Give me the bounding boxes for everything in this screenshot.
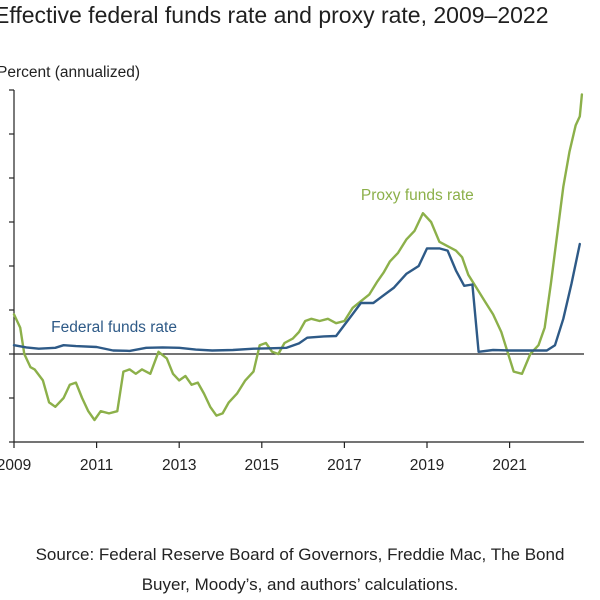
x-tick-label: 2011 — [80, 457, 113, 474]
series-labels: Federal funds rate Proxy funds rate — [51, 187, 474, 336]
x-tick-label: 2021 — [492, 457, 526, 474]
x-tick-label: 2009 — [0, 457, 31, 474]
series-line-proxy-funds-rate — [12, 93, 584, 422]
y-axis-label: Percent (annualized) — [0, 64, 141, 81]
axes: 2009 2011 2013 2015 2017 2019 2021 — [0, 89, 584, 474]
chart-title: Effective federal funds rate and proxy r… — [0, 2, 549, 28]
x-tick-label: 2015 — [245, 457, 279, 474]
x-tick-label: 2017 — [327, 457, 361, 474]
x-tick-label: 2013 — [162, 457, 196, 474]
source-line-2: Buyer, Moody’s, and authors’ calculation… — [141, 575, 459, 594]
source-note: Source: Federal Reserve Board of Governo… — [0, 540, 600, 600]
x-tick-label: 2019 — [410, 457, 444, 474]
series-lines — [12, 93, 584, 422]
source-line-1: Source: Federal Reserve Board of Governo… — [35, 545, 565, 564]
series-line-federal-funds-rate — [12, 242, 581, 353]
series-label-proxy-funds-rate: Proxy funds rate — [361, 187, 474, 204]
series-label-federal-funds-rate: Federal funds rate — [51, 319, 177, 336]
